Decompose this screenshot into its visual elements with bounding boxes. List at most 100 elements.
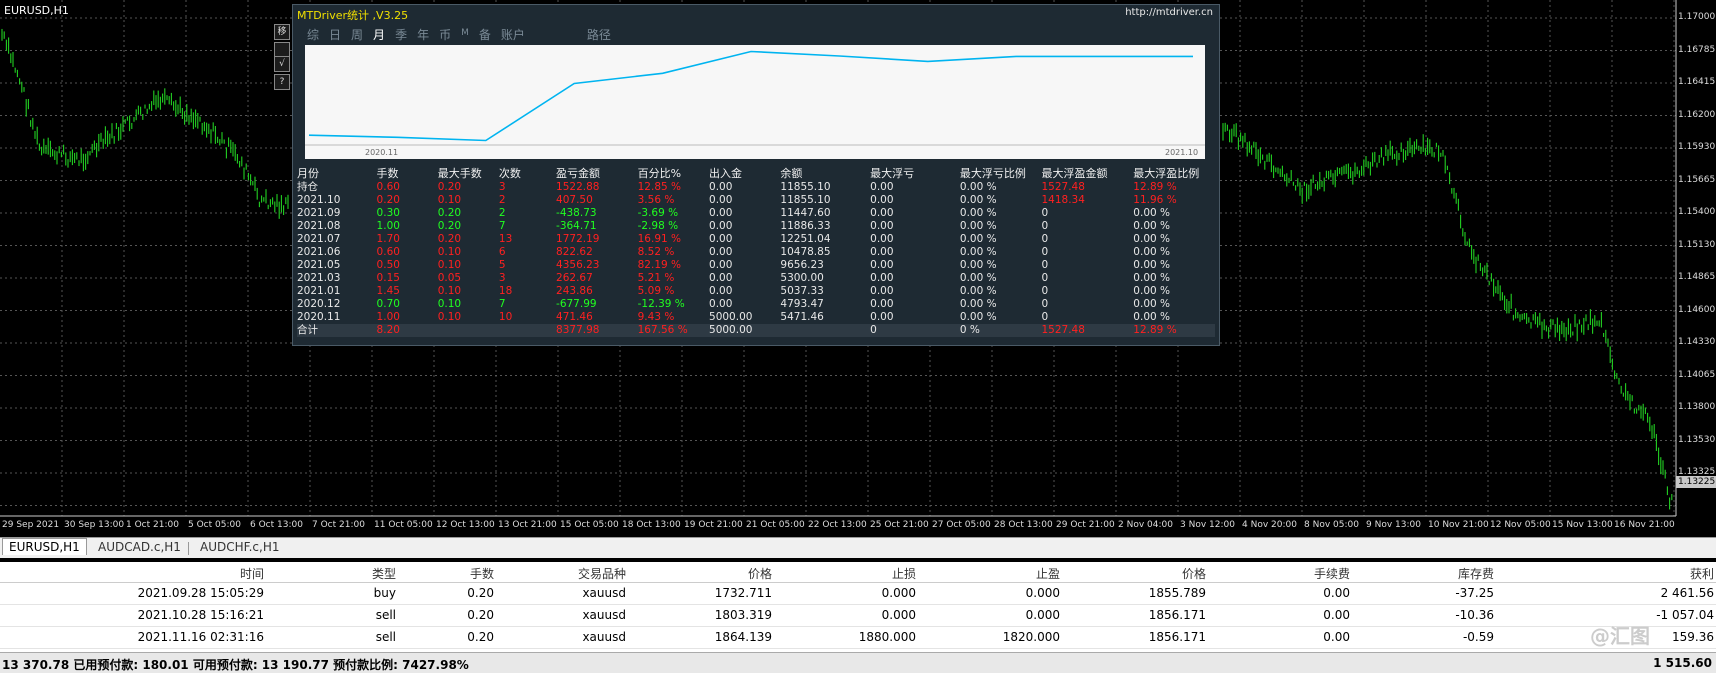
time-tick-label: 15 Nov 13:00 — [1552, 520, 1613, 530]
trade-col-header[interactable]: 价格 — [747, 567, 772, 581]
stats-cell: 0.00 % — [1133, 285, 1170, 297]
trade-cell: 2 461.56 — [1660, 586, 1714, 600]
trade-col-header[interactable]: 库存费 — [1457, 567, 1494, 581]
tab-year[interactable]: 年 — [417, 28, 430, 42]
trade-col-header[interactable]: 类型 — [371, 567, 396, 581]
stats-row: 2021.07 1.70 0.20 13 1772.19 16.91 % 0.00 12251… — [297, 233, 1215, 246]
chart-tab-audcad[interactable]: AUDCAD.c,H1 — [98, 540, 181, 554]
time-tick-label: 27 Oct 05:00 — [932, 520, 991, 530]
panel-url-link[interactable]: http://mtdriver.cn — [1125, 7, 1213, 18]
trade-row[interactable]: 2021.09.28 15:05:29 buy 0.20 xauusd 1732.711… — [0, 583, 1716, 605]
stats-cell: 12.85 % — [637, 181, 681, 193]
price-chart[interactable]: EURUSD,H1 移 √ ? MTDriver统计 ,V3.25 http:/… — [0, 0, 1716, 532]
stats-cell: 0.00 — [709, 298, 733, 310]
tab-path[interactable]: 路径 — [586, 28, 611, 42]
move-button[interactable]: 移 — [274, 24, 290, 40]
stats-cell: 5300.00 — [780, 272, 824, 284]
stats-cell: 0 — [1041, 272, 1049, 284]
stats-cell: 471.46 — [556, 311, 593, 323]
time-tick-label: 9 Nov 13:00 — [1366, 520, 1421, 530]
tab-week[interactable]: 周 — [351, 28, 364, 42]
tab-summary[interactable]: 综 — [307, 28, 320, 42]
stats-cell: 2020.12 — [297, 298, 341, 310]
trade-cell: 1732.711 — [714, 586, 772, 600]
check-button[interactable]: √ — [274, 56, 290, 72]
time-tick-label: 19 Oct 21:00 — [684, 520, 743, 530]
stats-cell: 2021.05 — [297, 259, 341, 271]
stats-cell: 10478.85 — [780, 246, 831, 258]
stats-cell: 5.09 % — [637, 285, 675, 297]
stats-cell: 9.43 % — [637, 311, 675, 323]
stats-cell: 5471.46 — [780, 311, 824, 323]
chart-tab-audchf[interactable]: AUDCHF.c,H1 — [200, 540, 280, 554]
stats-cell: 2020.11 — [297, 311, 341, 323]
stats-cell: 82.19 % — [637, 259, 681, 271]
stats-row: 2021.03 0.15 0.05 3 262.67 5.21 % 0.00 5300.00 0… — [297, 272, 1215, 285]
stats-total-cell — [437, 324, 499, 337]
trade-cell: 1803.319 — [714, 608, 772, 622]
trade-col-header[interactable]: 价格 — [1181, 567, 1206, 581]
trade-cell: 0.000 — [1025, 586, 1060, 600]
trade-cell: 1864.139 — [714, 630, 772, 644]
trade-col-header[interactable]: 时间 — [239, 567, 264, 581]
trade-col-header[interactable]: 手续费 — [1313, 567, 1350, 581]
stats-cell: -677.99 — [556, 298, 597, 310]
tab-month[interactable]: 月 — [373, 28, 386, 42]
trade-cell: xauusd — [582, 608, 626, 622]
stats-cell: 0 — [1041, 298, 1049, 310]
stats-cell: 0.00 % — [1133, 233, 1170, 245]
trade-cell: -10.36 — [1455, 608, 1494, 622]
stats-col-header: 最大浮亏 — [870, 166, 915, 180]
trade-col-header[interactable]: 获利 — [1689, 567, 1714, 581]
help-button[interactable]: ? — [274, 74, 290, 90]
trade-row[interactable]: 2021.11.16 02:31:16 sell 0.20 xauusd 1864.13… — [0, 627, 1716, 649]
stats-cell: 11855.10 — [780, 194, 831, 206]
stats-cell: -364.71 — [556, 220, 597, 232]
chart-tab-eurusd[interactable]: EURUSD,H1 — [2, 538, 87, 555]
stats-total-cell: 8.20 — [376, 324, 438, 337]
trade-table-header: 时间 类型 手数 交易品种 价格 止损 止盈 价格 手续费 库存费 获利 — [0, 562, 1716, 583]
trade-row[interactable]: 2021.10.28 15:16:21 sell 0.20 xauusd 1803.31… — [0, 605, 1716, 627]
stats-cell: 5 — [498, 259, 506, 271]
price-tick-label: 1.16415 — [1678, 77, 1716, 87]
trade-cell: sell — [375, 630, 396, 644]
time-tick-label: 12 Oct 13:00 — [436, 520, 495, 530]
trade-col-header[interactable]: 交易品种 — [577, 567, 626, 581]
stats-col-header: 月份 — [297, 166, 319, 180]
stats-cell: 12.89 % — [1133, 181, 1177, 193]
time-tick-label: 12 Nov 05:00 — [1490, 520, 1551, 530]
stats-cell: 0.00 — [870, 272, 894, 284]
stats-cell: 0.10 — [437, 311, 462, 323]
time-tick-label: 29 Oct 21:00 — [1056, 520, 1115, 530]
trade-col-header[interactable]: 止损 — [891, 567, 916, 581]
watermark: @汇图 — [1590, 624, 1650, 648]
stats-cell: 407.50 — [556, 194, 593, 206]
stats-col-header: 最大手数 — [437, 166, 482, 180]
tab-currency[interactable]: 币 — [439, 28, 452, 42]
trade-col-header[interactable]: 止盈 — [1035, 567, 1060, 581]
stats-cell: 0.00 % — [959, 272, 997, 284]
balance-line-chart: 2020.11 2021.10 — [305, 45, 1205, 159]
mini-chart-start-label: 2020.11 — [365, 148, 398, 157]
tab-day[interactable]: 日 — [329, 28, 342, 42]
stats-cell: 0.00 % — [1133, 259, 1170, 271]
account-status-text: 13 370.78 已用预付款: 180.01 可用预付款: 13 190.77… — [2, 658, 469, 672]
stats-cell: 0.20 — [376, 194, 400, 206]
tab-quarter[interactable]: 季 — [395, 28, 408, 42]
tab-backup[interactable]: 备 — [478, 28, 491, 42]
chart-tabs-bar: EURUSD,H1 AUDCAD.c,H1 AUDCHF.c,H1 — [0, 537, 1716, 558]
stats-row: 2020.12 0.70 0.10 7 -677.99 -12.39 % 0.00 4793.… — [297, 298, 1215, 311]
trade-cell: 0.00 — [1323, 630, 1350, 644]
tab-m[interactable]: M — [461, 28, 469, 38]
stats-cell: 0.60 — [376, 181, 400, 193]
tab-account[interactable]: 账户 — [500, 28, 525, 42]
stats-cell: 2021.03 — [297, 272, 341, 284]
stats-cell: 2021.01 — [297, 285, 341, 297]
stats-cell: 0.00 — [709, 181, 733, 193]
stats-cell: 9656.23 — [780, 259, 824, 271]
trade-col-header[interactable]: 手数 — [469, 567, 494, 581]
chart-symbol-label: EURUSD,H1 — [4, 4, 69, 17]
stats-cell: 0.50 — [376, 259, 400, 271]
stats-cell: 7 — [498, 298, 506, 310]
time-tick-label: 1 Oct 21:00 — [126, 520, 179, 530]
